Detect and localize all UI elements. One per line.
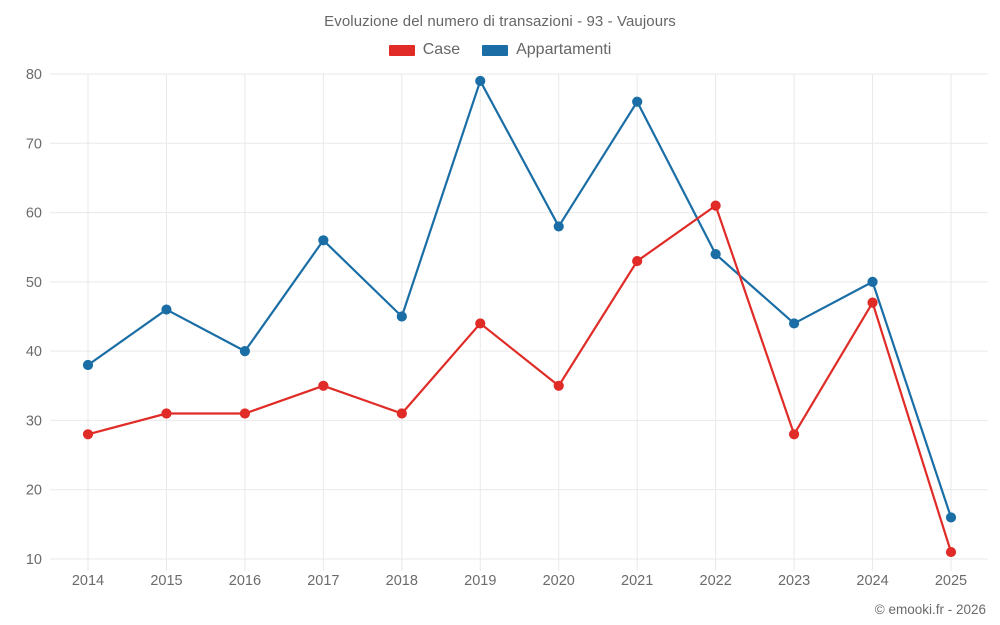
x-axis-tick-label: 2020: [543, 573, 575, 589]
data-point[interactable]: [632, 255, 643, 267]
data-point[interactable]: [475, 318, 486, 329]
data-point[interactable]: [632, 96, 643, 107]
legend-swatch-case: [388, 44, 415, 56]
data-point[interactable]: [161, 304, 172, 315]
x-axis-tick-label: 2023: [778, 573, 810, 589]
data-point[interactable]: [396, 408, 407, 419]
y-axis-tick-label: 20: [26, 483, 42, 499]
data-point[interactable]: [475, 75, 486, 87]
data-point[interactable]: [396, 311, 407, 322]
x-axis-tick-label: 2025: [935, 573, 967, 589]
data-series-layer: [82, 75, 957, 558]
grid-lines: [50, 73, 988, 571]
data-point[interactable]: [318, 380, 329, 391]
data-point[interactable]: [788, 429, 800, 440]
legend-item-case[interactable]: Case: [388, 41, 461, 59]
x-axis-tick-label: 2017: [307, 573, 339, 589]
legend-item-appartamenti[interactable]: Appartamenti: [482, 41, 611, 59]
y-axis-tick-label: 70: [26, 136, 42, 152]
y-axis-tick-labels: 10 20 30 40 50 60 70 80: [26, 67, 42, 568]
x-axis-tick-label: 2021: [621, 573, 653, 589]
data-point[interactable]: [945, 512, 957, 523]
data-point[interactable]: [318, 235, 329, 246]
x-axis-tick-label: 2018: [386, 573, 418, 589]
data-point[interactable]: [553, 380, 564, 391]
legend-swatch-appartamenti: [482, 44, 509, 56]
x-axis-tick-labels: 2014 2015 2016 2017 2018 2019 2020 2021 2022 2023…: [72, 573, 967, 589]
x-axis-tick-label: 2015: [150, 573, 182, 589]
x-axis-tick-label: 2019: [464, 573, 496, 589]
x-axis-tick-label: 2022: [700, 573, 732, 589]
data-point[interactable]: [710, 200, 721, 211]
data-point[interactable]: [239, 346, 251, 357]
y-axis-tick-label: 10: [26, 552, 42, 568]
x-axis-tick-label: 2016: [229, 573, 261, 589]
data-point[interactable]: [239, 408, 251, 419]
data-point[interactable]: [867, 297, 878, 308]
data-point[interactable]: [82, 429, 94, 440]
legend-label-appartamenti: Appartamenti: [516, 41, 612, 58]
copyright-credit: © emooki.fr - 2026: [874, 602, 986, 617]
chart-legend: Case Appartamenti: [0, 41, 1000, 59]
y-axis-tick-label: 50: [26, 275, 42, 291]
data-point[interactable]: [710, 249, 721, 260]
data-point[interactable]: [161, 408, 172, 419]
x-axis-tick-label: 2014: [72, 573, 104, 589]
data-point[interactable]: [945, 546, 957, 558]
data-point[interactable]: [867, 276, 878, 287]
y-axis-tick-label: 40: [26, 344, 42, 360]
x-axis-tick-label: 2024: [856, 573, 888, 589]
chart-title: Evoluzione del numero di transazioni - 9…: [324, 13, 676, 30]
data-point[interactable]: [788, 318, 800, 329]
data-point[interactable]: [82, 359, 94, 371]
series-line-appartamenti: [86, 79, 953, 519]
y-axis-tick-label: 80: [26, 67, 42, 83]
y-axis-tick-label: 60: [26, 206, 42, 222]
series-line-case: [86, 204, 953, 554]
data-point[interactable]: [553, 221, 564, 232]
legend-label-case: Case: [422, 41, 461, 58]
y-axis-tick-label: 30: [26, 413, 42, 429]
